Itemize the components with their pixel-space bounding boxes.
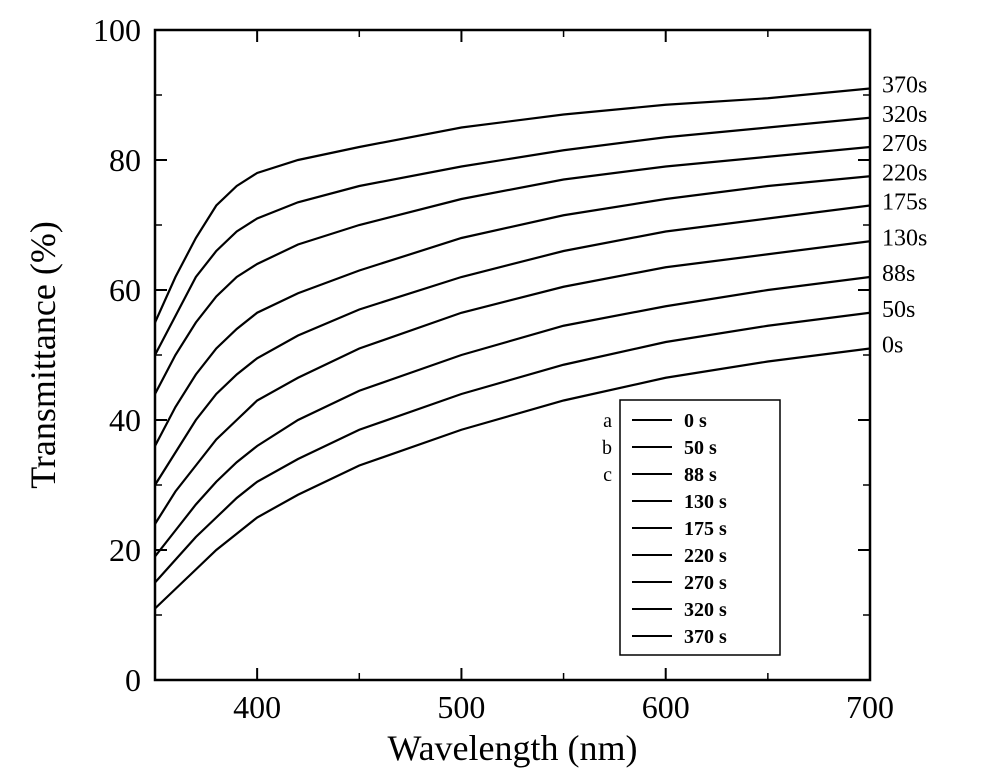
y-axis-label: Transmittance (%) <box>23 221 63 489</box>
series-end-label: 0s <box>882 333 903 359</box>
legend-item-label: 320 s <box>684 599 727 621</box>
legend-item-label: 370 s <box>684 626 727 648</box>
legend-item-label: 88 s <box>684 464 717 486</box>
x-tick-label: 400 <box>233 689 281 725</box>
legend-item-label: 50 s <box>684 437 717 459</box>
series-end-label: 130s <box>882 225 927 251</box>
series-end-label: 175s <box>882 190 927 216</box>
legend-item-label: 270 s <box>684 572 727 594</box>
y-tick-label: 0 <box>125 662 141 698</box>
series-end-label: 370s <box>882 73 927 99</box>
y-tick-label: 100 <box>93 12 141 48</box>
x-tick-label: 700 <box>846 689 894 725</box>
legend-item-label: 130 s <box>684 491 727 513</box>
x-tick-label: 500 <box>437 689 485 725</box>
legend-item-label: 220 s <box>684 545 727 567</box>
series-end-label: 320s <box>882 102 927 128</box>
legend-item-label: 0 s <box>684 410 707 432</box>
legend-item-label: 175 s <box>684 518 727 540</box>
y-tick-label: 40 <box>109 402 141 438</box>
x-tick-label: 600 <box>642 689 690 725</box>
y-tick-label: 60 <box>109 272 141 308</box>
series-end-label: 220s <box>882 160 927 186</box>
chart-bg <box>0 0 1000 781</box>
y-tick-label: 80 <box>109 142 141 178</box>
x-axis-label: Wavelength (nm) <box>387 728 637 768</box>
legend-side-letter: c <box>603 464 612 486</box>
transmittance-chart: 400 500 600 700 0 20 40 60 80 100 Wavelength (nm) T… <box>0 0 1000 781</box>
legend-side-letter: b <box>602 437 612 459</box>
series-end-label: 88s <box>882 261 915 287</box>
series-end-label: 50s <box>882 297 915 323</box>
y-tick-label: 20 <box>109 532 141 568</box>
series-end-label: 270s <box>882 131 927 157</box>
chart-container: 400 500 600 700 0 20 40 60 80 100 Wavelength (nm) T… <box>0 0 1000 781</box>
legend-side-letter: a <box>603 410 612 432</box>
